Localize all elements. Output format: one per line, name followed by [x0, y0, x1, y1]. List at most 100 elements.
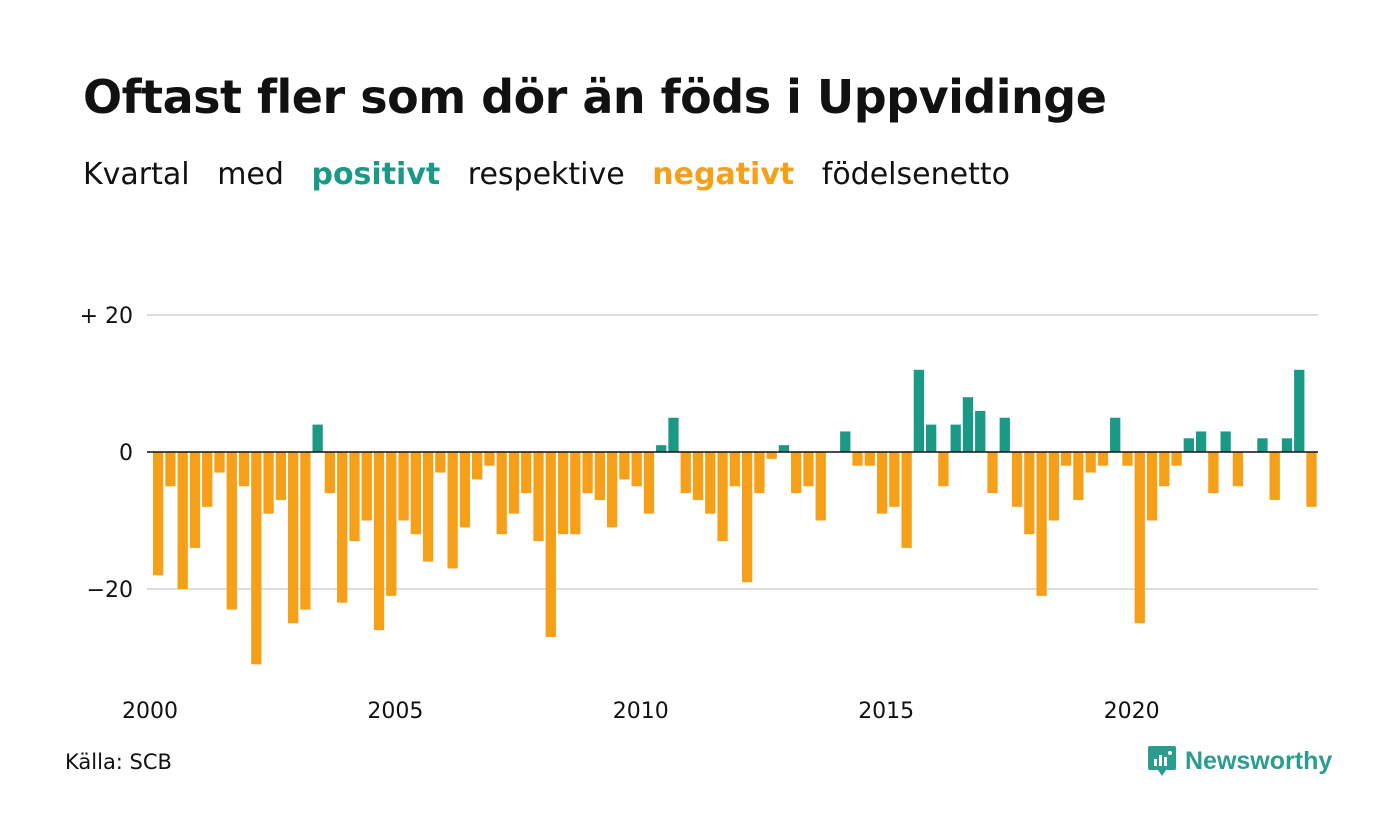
bar-positive: [656, 445, 667, 452]
bar-negative: [631, 452, 642, 487]
bar-negative: [1171, 452, 1182, 466]
bar-negative: [496, 452, 507, 535]
bar-negative: [472, 452, 483, 480]
bar-negative: [324, 452, 336, 494]
bar-positive: [950, 424, 961, 452]
bar-negative: [987, 452, 998, 494]
y-tick-label: −20: [87, 578, 133, 603]
subtitle-negative-label: negativt: [652, 157, 795, 192]
bar-positive: [1257, 438, 1268, 452]
bar-negative: [287, 452, 299, 624]
bar-negative: [1208, 452, 1219, 494]
bar-negative: [791, 452, 802, 494]
bar-positive: [1110, 417, 1121, 452]
bar-negative: [606, 452, 618, 528]
source-credit: Källa: SCB: [65, 750, 172, 774]
bar-negative: [557, 452, 569, 535]
bar-negative: [300, 452, 311, 610]
bar-negative: [484, 452, 495, 466]
bar-negative: [275, 452, 286, 500]
bar-negative: [1159, 452, 1170, 487]
bar-negative: [876, 452, 888, 514]
bar-negative: [349, 452, 360, 542]
bar-negative: [766, 452, 777, 459]
bar-negative: [202, 452, 213, 507]
bar-positive: [1195, 431, 1207, 452]
bar-negative: [361, 452, 372, 521]
bar-positive: [926, 424, 937, 452]
x-tick-label: 2010: [613, 699, 669, 724]
bar-negative: [1011, 452, 1023, 507]
bar-negative: [226, 452, 237, 610]
bar-negative: [153, 452, 164, 576]
y-tick-label: 0: [119, 441, 133, 466]
bar-negative: [1134, 452, 1145, 624]
bar-negative: [570, 452, 581, 535]
bar-negative: [177, 452, 188, 589]
bar-chart: + 20 0 −20 2000 2005 2010 2015 2020: [80, 304, 1318, 724]
bar-negative: [717, 452, 728, 542]
bar-negative: [447, 452, 458, 569]
subtitle-word: Kvartal: [83, 157, 190, 192]
bar-negative: [189, 452, 201, 548]
bar-negative: [1024, 452, 1035, 535]
bar-negative: [803, 452, 814, 487]
bar-negative: [165, 452, 176, 487]
bar-negative: [864, 452, 875, 466]
bar-negative: [1073, 452, 1084, 500]
bar-negative: [263, 452, 274, 514]
bar-negative: [533, 452, 544, 542]
bar-negative: [373, 452, 385, 631]
bar-negative: [214, 452, 225, 473]
subtitle-word: med: [217, 157, 284, 192]
bar-positive: [913, 369, 925, 452]
bar-negative: [251, 452, 262, 665]
bar-negative: [521, 452, 532, 494]
bar-negative: [815, 452, 826, 521]
bar-negative: [741, 452, 753, 583]
bar-positive: [312, 424, 323, 452]
bar-negative: [680, 452, 691, 494]
bar-negative: [238, 452, 250, 487]
bar-negative: [705, 452, 716, 514]
bar-negative: [398, 452, 409, 521]
y-tick-label: + 20: [80, 304, 133, 329]
bar-negative: [1060, 452, 1072, 466]
x-tick-label: 2005: [367, 699, 423, 724]
bar-negative: [1306, 452, 1317, 507]
bar-negative: [852, 452, 863, 466]
bar-negative: [889, 452, 900, 507]
brand-logo[interactable]: Newsworthy: [1147, 744, 1332, 778]
x-tick-label: 2000: [122, 699, 178, 724]
bar-negative: [1122, 452, 1133, 466]
bar-negative: [619, 452, 630, 480]
x-tick-label: 2015: [858, 699, 914, 724]
bar-negative: [1085, 452, 1096, 473]
bar-negative: [1048, 452, 1060, 521]
bar-negative: [594, 452, 606, 500]
chart-title: Oftast fler som dör än föds i Uppvidinge: [83, 70, 1107, 124]
subtitle-word: respektive: [467, 157, 625, 192]
subtitle-positive-label: positivt: [311, 157, 441, 192]
bar-positive: [778, 445, 790, 452]
bar-negative: [459, 452, 471, 528]
bar-negative: [337, 452, 348, 603]
bar-negative: [435, 452, 446, 473]
bar-negative: [1036, 452, 1047, 596]
bar-positive: [1183, 438, 1194, 452]
bar-negative: [1232, 452, 1244, 487]
bar-negative: [1269, 452, 1280, 500]
bar-positive: [962, 397, 974, 452]
bar-negative: [508, 452, 520, 514]
bar-positive: [1220, 431, 1231, 452]
bar-positive: [975, 410, 986, 452]
bar-negative: [582, 452, 593, 494]
x-tick-label: 2020: [1104, 699, 1160, 724]
bar-positive: [668, 417, 679, 452]
bar-negative: [410, 452, 421, 535]
chart-subtitle: Kvartal med positivt respektive negativt…: [83, 157, 1028, 192]
bar-negative: [643, 452, 655, 514]
bar-positive: [1281, 438, 1293, 452]
bar-negative: [545, 452, 556, 637]
bar-positive: [1294, 369, 1305, 452]
